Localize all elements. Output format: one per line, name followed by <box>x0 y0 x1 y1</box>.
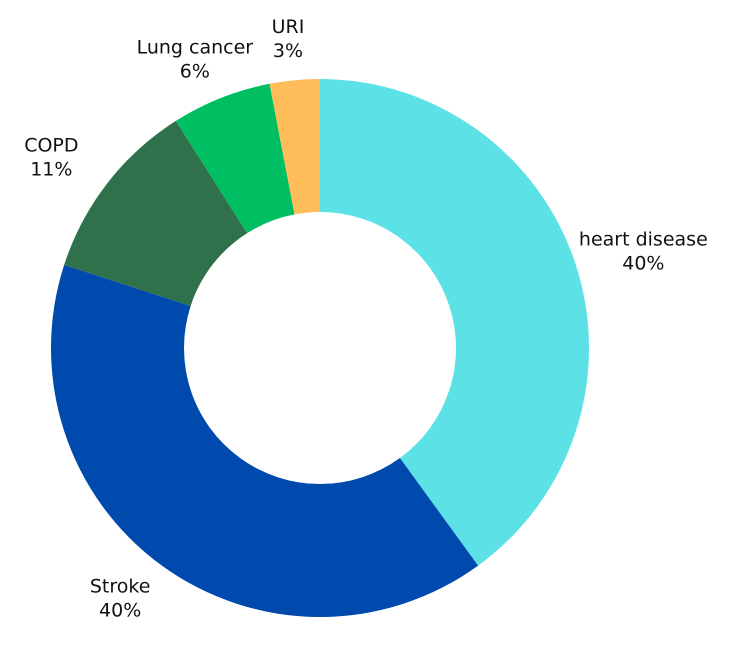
slice-value-label: 40% <box>622 253 664 275</box>
slice-value-label: 6% <box>180 60 210 82</box>
donut-slice <box>175 83 295 234</box>
donut-slice <box>269 79 320 215</box>
slice-value-label: 40% <box>99 599 141 621</box>
donut-slice <box>320 79 589 566</box>
donut-slice <box>64 120 248 306</box>
slice-label: heart disease <box>579 229 708 251</box>
slice-label: Lung cancer <box>137 36 254 58</box>
donut-slice <box>51 264 479 617</box>
slice-value-label: 11% <box>30 158 72 180</box>
slice-label: URI <box>272 16 305 38</box>
slice-label: Stroke <box>90 575 151 597</box>
slice-value-label: 3% <box>273 40 303 62</box>
slice-label: COPD <box>24 134 78 156</box>
